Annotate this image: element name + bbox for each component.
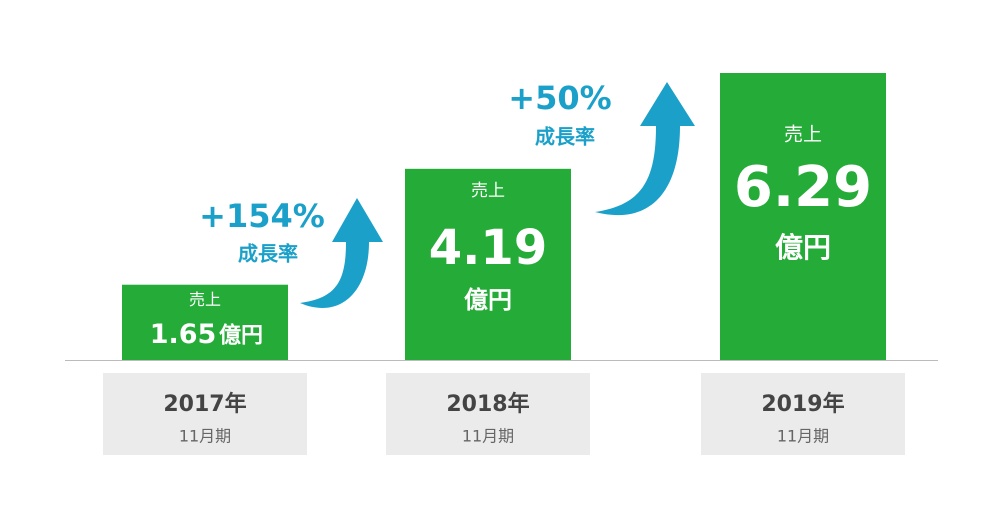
category-box (701, 373, 905, 455)
x-tick-label: 2018年 (446, 391, 529, 417)
value-prefix: 売上 (784, 124, 822, 146)
growth-label: 成長率 (238, 242, 298, 266)
category-box (386, 373, 590, 455)
growth-arrow (595, 82, 695, 216)
x-tick-label: 2019年 (761, 391, 844, 417)
value-label: 6.29 (734, 155, 872, 220)
value-unit: 億円 (775, 231, 831, 264)
period-label: 11月期 (462, 427, 514, 446)
bar (720, 73, 886, 360)
value-label: 4.19 (429, 220, 547, 276)
growth-label: 成長率 (535, 125, 595, 149)
growth-rate: +154% (199, 197, 325, 235)
value-unit: 億円 (464, 286, 512, 314)
bar (405, 168, 571, 360)
period-label: 11月期 (179, 427, 231, 446)
growth-rate: +50% (508, 79, 611, 117)
value-prefix: 売上 (189, 290, 221, 309)
period-label: 11月期 (777, 427, 829, 446)
category-box (103, 373, 307, 455)
x-tick-label: 2017年 (163, 391, 246, 417)
growth-arrow (300, 198, 383, 308)
value-label: 1.65 (150, 319, 217, 350)
value-prefix: 売上 (471, 181, 505, 201)
bar (122, 284, 288, 360)
value-unit: 億円 (219, 323, 263, 349)
